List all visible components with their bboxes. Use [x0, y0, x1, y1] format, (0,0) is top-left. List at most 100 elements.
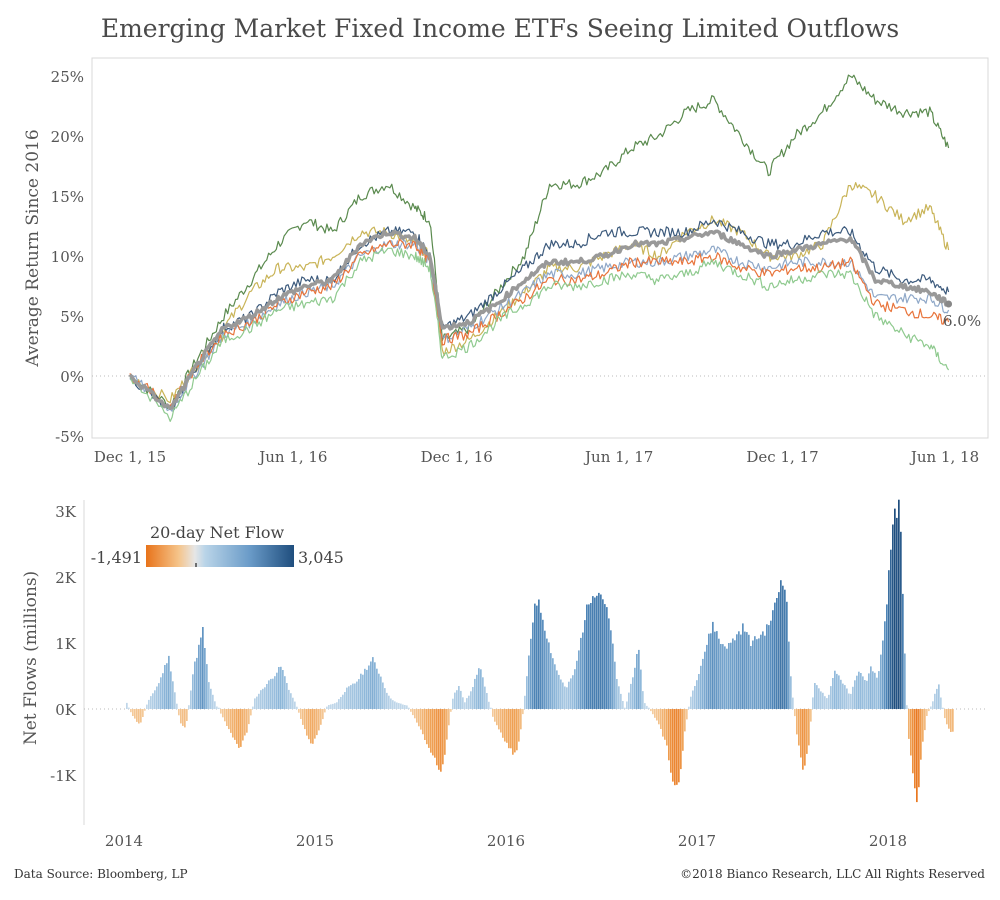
net-flow-bar [296, 706, 298, 709]
line-chart-y-axis-label: Average Return Since 2016 [23, 129, 43, 367]
net-flow-bar [654, 709, 656, 718]
net-flow-bar [938, 684, 940, 709]
net-flow-bar [522, 709, 524, 715]
net-flow-bar [372, 657, 374, 709]
net-flow-bar [710, 633, 712, 709]
net-flow-bar [732, 638, 734, 709]
net-flow-bar [200, 637, 202, 709]
net-flow-bar [562, 682, 564, 709]
return-series-line-6 [129, 247, 950, 422]
net-flow-bar [788, 641, 790, 709]
net-flow-bar [226, 709, 228, 726]
net-flow-bar [796, 709, 798, 735]
return-series-line-1 [129, 74, 950, 409]
bar-chart-y-tick-label: 2K [55, 569, 77, 587]
net-flow-bar [294, 701, 296, 709]
net-flow-bar [552, 658, 554, 709]
net-flow-bar [158, 683, 160, 709]
net-flow-bar [210, 688, 212, 709]
net-flow-bar [502, 709, 504, 738]
net-flow-bar [698, 674, 700, 709]
net-flow-bar [362, 674, 364, 709]
net-flow-bar [452, 698, 454, 709]
net-flow-bar [770, 620, 772, 709]
net-flow-bar [310, 709, 312, 744]
net-flow-bar [388, 695, 390, 709]
net-flow-bar [220, 709, 222, 714]
net-flow-bar [568, 681, 570, 709]
net-flow-bar [246, 709, 248, 733]
net-flow-bar [738, 631, 740, 709]
net-flow-bar [912, 709, 914, 774]
net-flow-bar [668, 709, 670, 761]
net-flow-bar [456, 690, 458, 709]
net-flow-bar [524, 695, 526, 709]
net-flow-bar [680, 709, 682, 770]
net-flow-bar [802, 709, 804, 770]
net-flow-bar [852, 686, 854, 709]
bar-chart-x-tick-label: 2016 [487, 832, 525, 850]
net-flow-bar [930, 706, 932, 709]
bar-chart-y-tick-label: 3K [55, 503, 77, 521]
net-flow-bar [636, 654, 638, 709]
net-flow-bar [268, 680, 270, 709]
net-flow-bar [468, 695, 470, 709]
net-flow-bar [238, 709, 240, 748]
net-flow-bar [678, 709, 680, 783]
net-flow-bar [642, 691, 644, 709]
net-flow-bar [354, 683, 356, 709]
net-flow-bar [786, 601, 788, 709]
net-flow-bar [592, 596, 594, 709]
end-value-annotation: 6.0% [943, 312, 981, 330]
net-flow-bar [804, 709, 806, 766]
net-flow-bar [924, 709, 926, 731]
line-chart-x-tick-label: Dec 1, 15 [94, 448, 166, 466]
net-flow-bar [344, 692, 346, 709]
net-flow-bar [188, 705, 190, 709]
bar-chart-x-tick-label: 2014 [105, 832, 143, 850]
net-flow-bar [684, 709, 686, 732]
net-flow-bar [548, 642, 550, 709]
line-chart-y-tick-label: 5% [60, 308, 84, 326]
net-flow-bar [758, 638, 760, 709]
net-flow-bar [608, 618, 610, 709]
bar-chart-x-tick-label: 2015 [296, 832, 334, 850]
net-flow-bar [352, 683, 354, 709]
net-flow-bar [150, 696, 152, 709]
net-flow-bar [904, 653, 906, 709]
net-flow-bar [514, 709, 516, 753]
net-flow-bar [398, 703, 400, 709]
net-flow-bar [350, 685, 352, 709]
net-flow-bar [906, 705, 908, 709]
net-flow-bar [208, 682, 210, 709]
line-chart-y-tick-label: 0% [60, 368, 84, 386]
net-flow-bar [940, 697, 942, 709]
bar-chart-x-tick-label: 2018 [869, 832, 907, 850]
net-flow-bar [714, 631, 716, 709]
net-flow-bar [324, 709, 326, 713]
net-flow-bar [580, 637, 582, 709]
net-flow-bar [810, 709, 812, 722]
net-flow-bar [472, 687, 474, 709]
net-flow-bar [750, 646, 752, 709]
net-flow-bar [920, 709, 922, 760]
net-flow-bar [304, 709, 306, 730]
net-flow-bar [198, 644, 200, 709]
net-flow-bar [494, 709, 496, 722]
net-flow-bar [512, 709, 514, 755]
net-flow-bar [590, 603, 592, 709]
net-flow-bar [716, 631, 718, 709]
net-flow-bar [748, 634, 750, 709]
net-flow-bar [624, 707, 626, 709]
net-flow-bar [418, 709, 420, 727]
net-flow-bar [614, 661, 616, 709]
net-flow-bar [578, 650, 580, 709]
net-flow-bar [534, 603, 536, 709]
net-flow-bar [740, 634, 742, 709]
net-flow-bar [846, 688, 848, 709]
net-flow-bar [708, 633, 710, 709]
net-flow-bar [814, 683, 816, 709]
net-flow-bar [836, 673, 838, 709]
net-flow-bar [896, 517, 898, 709]
bar-chart-y-tick-label: -1K [50, 767, 77, 785]
